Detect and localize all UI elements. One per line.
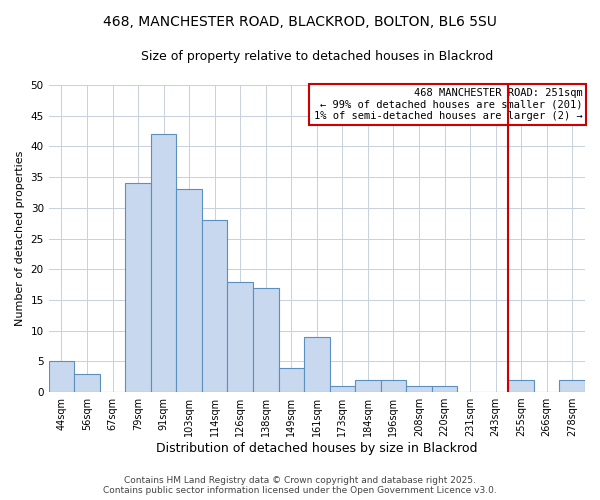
Bar (49, 362, 74, 392)
X-axis label: Distribution of detached houses by size in Blackrod: Distribution of detached houses by size … (156, 442, 478, 455)
Text: 468 MANCHESTER ROAD: 251sqm
← 99% of detached houses are smaller (201)
1% of sem: 468 MANCHESTER ROAD: 251sqm ← 99% of det… (314, 88, 583, 122)
Bar (176, 190, 202, 392)
Bar (253, 288, 278, 392)
Text: 468, MANCHESTER ROAD, BLACKROD, BOLTON, BL6 5SU: 468, MANCHESTER ROAD, BLACKROD, BOLTON, … (103, 15, 497, 29)
Bar (202, 220, 227, 392)
Bar (304, 337, 329, 392)
Bar (406, 386, 432, 392)
Bar (559, 380, 585, 392)
Bar (355, 380, 380, 392)
Y-axis label: Number of detached properties: Number of detached properties (15, 151, 25, 326)
Bar (508, 380, 534, 392)
Bar (74, 374, 100, 392)
Bar (151, 134, 176, 392)
Bar (380, 380, 406, 392)
Bar (227, 282, 253, 392)
Bar (329, 386, 355, 392)
Bar (432, 386, 457, 392)
Bar (125, 184, 151, 392)
Text: Contains HM Land Registry data © Crown copyright and database right 2025.
Contai: Contains HM Land Registry data © Crown c… (103, 476, 497, 495)
Title: Size of property relative to detached houses in Blackrod: Size of property relative to detached ho… (141, 50, 493, 63)
Bar (278, 368, 304, 392)
